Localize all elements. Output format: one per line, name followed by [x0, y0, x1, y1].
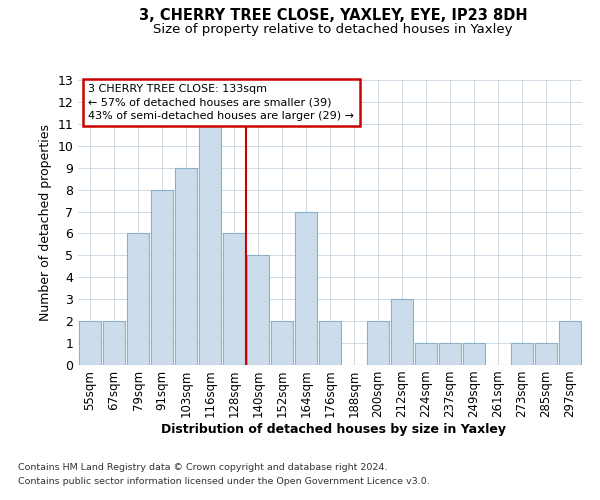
- Bar: [463, 343, 485, 365]
- Text: Contains HM Land Registry data © Crown copyright and database right 2024.: Contains HM Land Registry data © Crown c…: [18, 462, 388, 471]
- Bar: [415, 343, 437, 365]
- Bar: [199, 124, 221, 365]
- Bar: [271, 321, 293, 365]
- Text: Size of property relative to detached houses in Yaxley: Size of property relative to detached ho…: [153, 22, 513, 36]
- Bar: [79, 321, 101, 365]
- Bar: [367, 321, 389, 365]
- Bar: [127, 234, 149, 365]
- Bar: [175, 168, 197, 365]
- Bar: [151, 190, 173, 365]
- Bar: [559, 321, 581, 365]
- Bar: [295, 212, 317, 365]
- Bar: [535, 343, 557, 365]
- Text: Distribution of detached houses by size in Yaxley: Distribution of detached houses by size …: [161, 422, 506, 436]
- Bar: [223, 234, 245, 365]
- Y-axis label: Number of detached properties: Number of detached properties: [39, 124, 52, 321]
- Text: 3, CHERRY TREE CLOSE, YAXLEY, EYE, IP23 8DH: 3, CHERRY TREE CLOSE, YAXLEY, EYE, IP23 …: [139, 8, 527, 22]
- Bar: [103, 321, 125, 365]
- Bar: [511, 343, 533, 365]
- Bar: [247, 256, 269, 365]
- Text: 3 CHERRY TREE CLOSE: 133sqm
← 57% of detached houses are smaller (39)
43% of sem: 3 CHERRY TREE CLOSE: 133sqm ← 57% of det…: [88, 84, 354, 120]
- Bar: [439, 343, 461, 365]
- Bar: [391, 299, 413, 365]
- Bar: [319, 321, 341, 365]
- Text: Contains public sector information licensed under the Open Government Licence v3: Contains public sector information licen…: [18, 478, 430, 486]
